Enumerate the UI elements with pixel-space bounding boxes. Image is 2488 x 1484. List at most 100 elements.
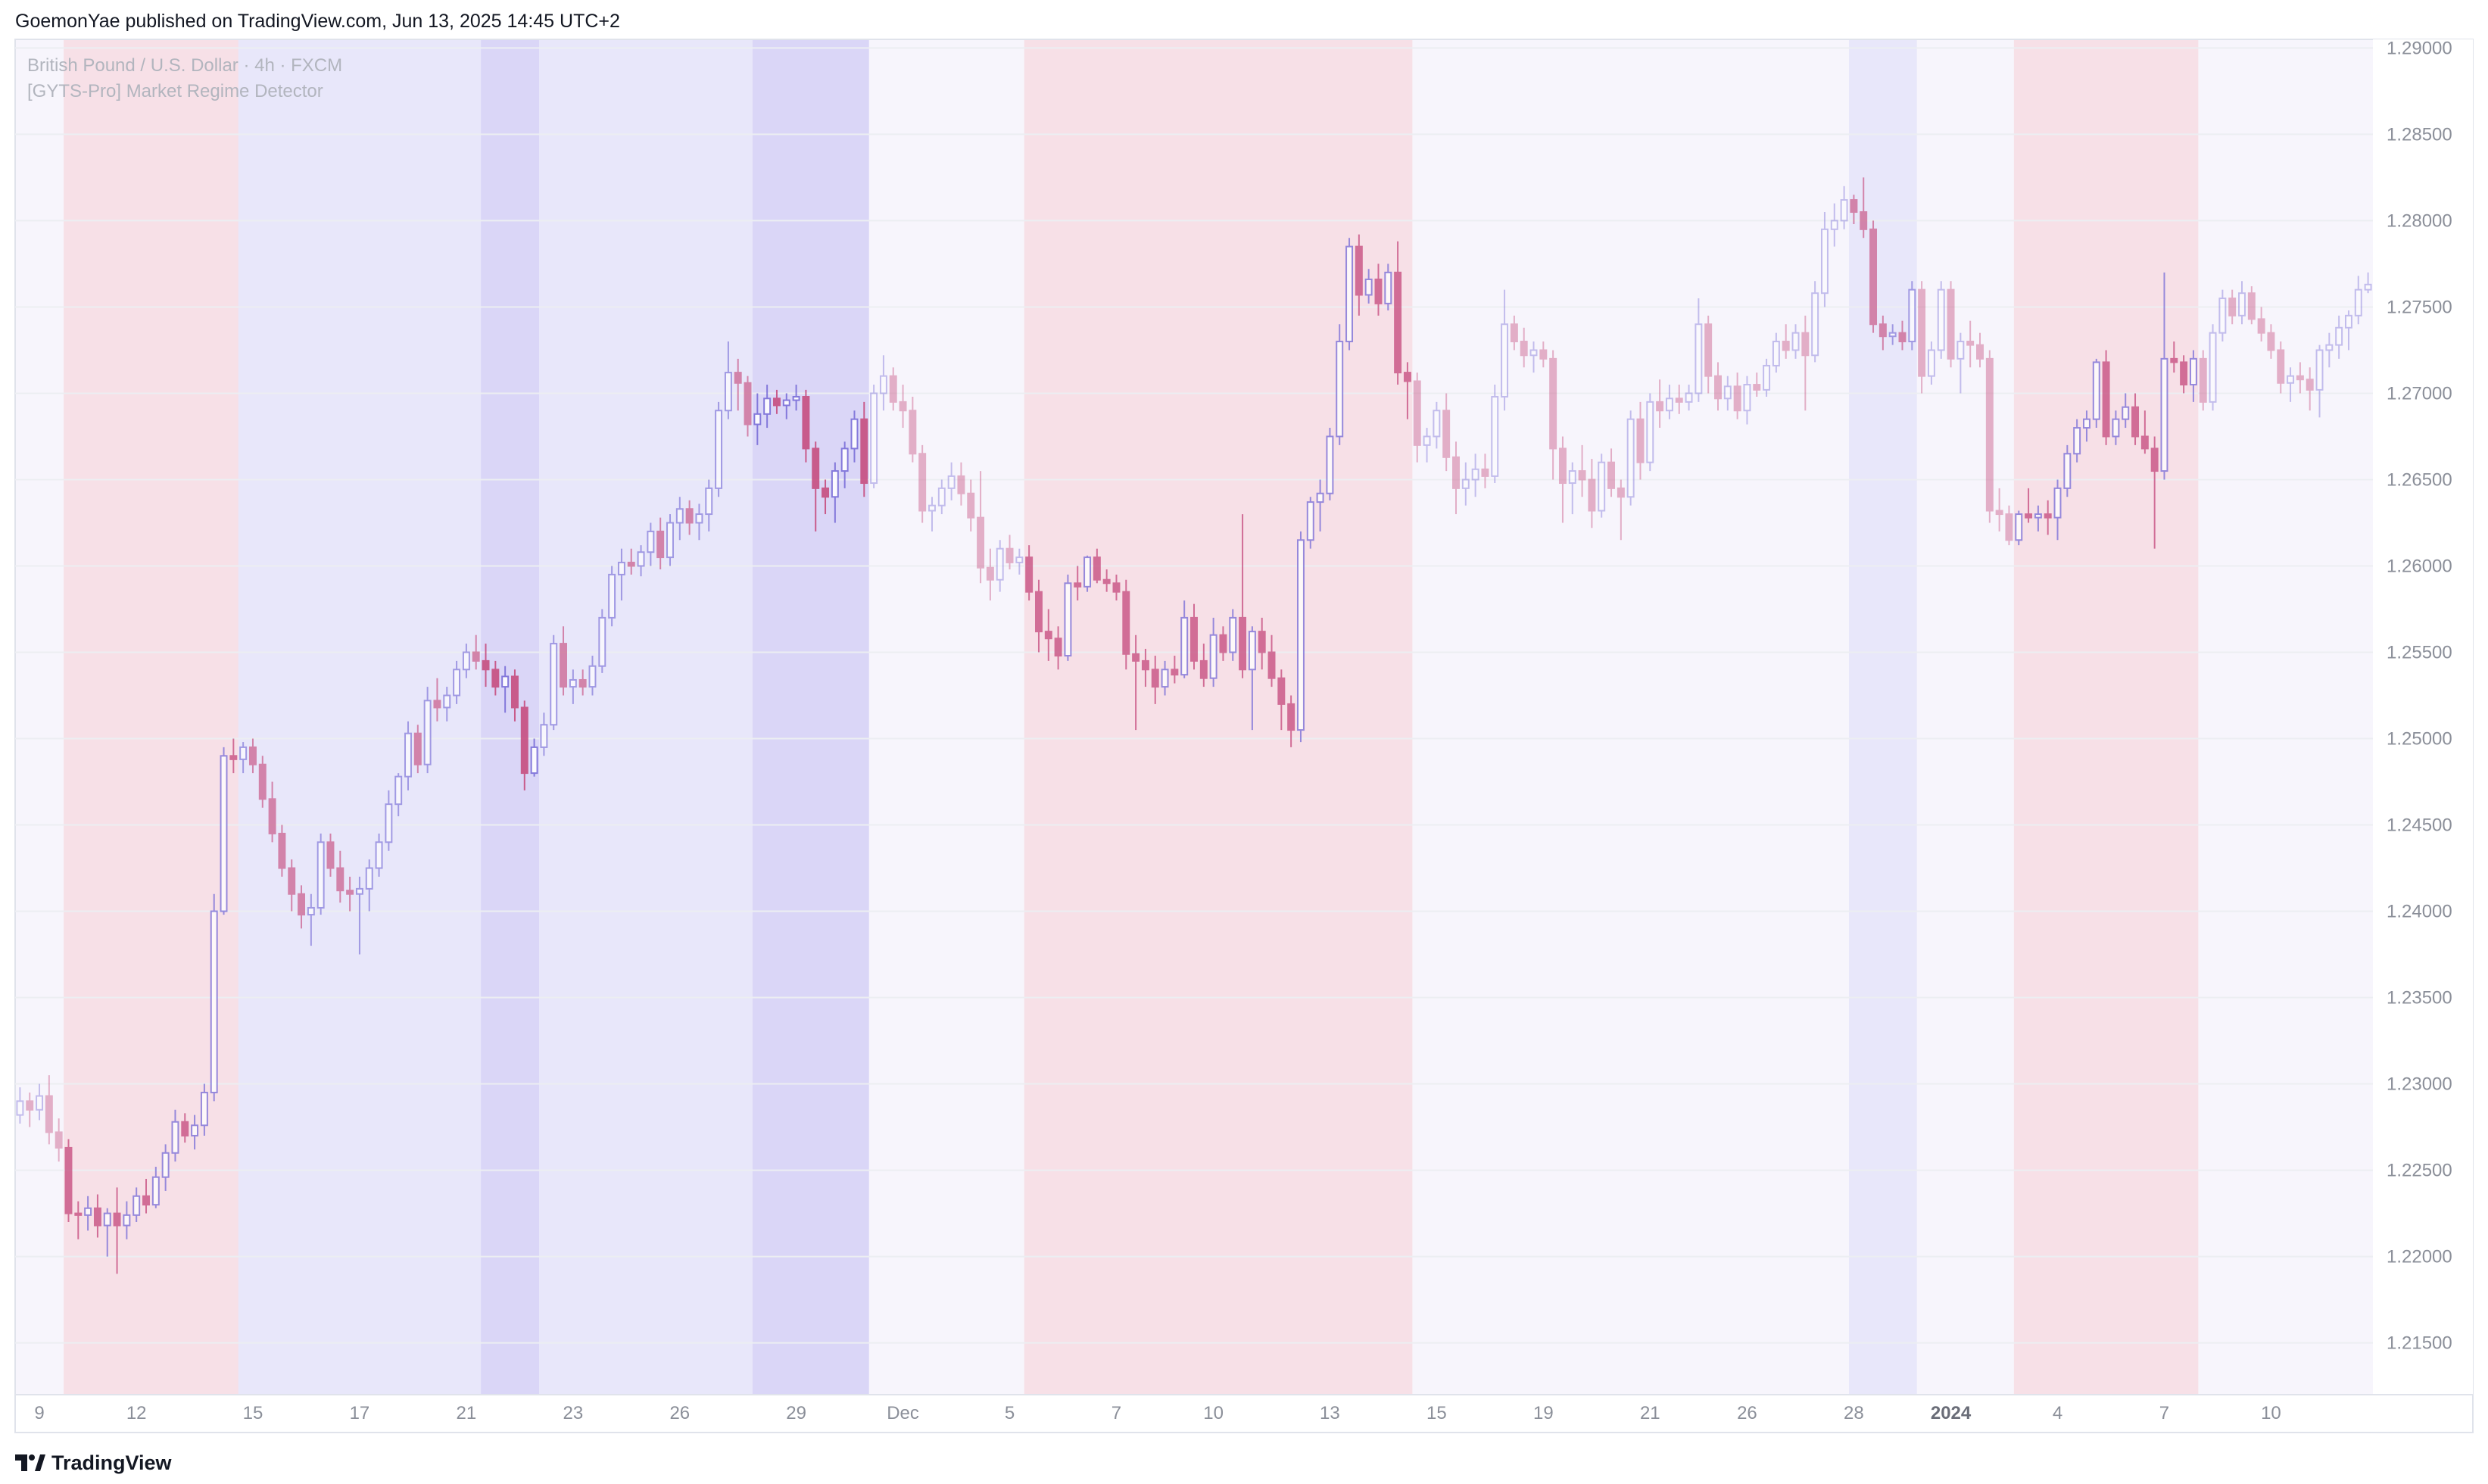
candle-body <box>2247 292 2256 320</box>
candle <box>2053 479 2062 541</box>
time-tick-label: 4 <box>2053 1403 2062 1423</box>
price-grid <box>15 47 2373 1344</box>
candle-body <box>1316 492 1324 504</box>
candle-body <box>142 1195 150 1206</box>
candle-body <box>1044 631 1052 640</box>
candle <box>2015 510 2023 546</box>
candle-body <box>2015 513 2023 541</box>
candle <box>316 833 325 915</box>
candle-body <box>1850 199 1858 214</box>
candle <box>1491 385 1499 484</box>
candle <box>1277 669 1286 731</box>
candle-body <box>1345 245 1354 343</box>
candle <box>45 1075 53 1145</box>
candle <box>666 514 674 566</box>
candle-body <box>2092 361 2100 420</box>
candle-body <box>462 651 470 671</box>
brand-footer[interactable]: TradingView <box>15 1448 172 1478</box>
candle <box>870 385 878 488</box>
candle-body <box>2073 427 2081 455</box>
candle <box>1878 315 1887 351</box>
candle-body <box>443 694 451 709</box>
time-tick-label: 19 <box>1533 1403 1554 1423</box>
candle <box>1209 617 1217 687</box>
candle-body <box>1753 384 1761 391</box>
candle-body <box>26 1100 34 1111</box>
price-axis[interactable]: 1.29000 1.28500 1.28000 1.27500 1.27000 1.265… <box>2387 38 2452 1353</box>
candle-body <box>1947 288 1955 360</box>
candle-body <box>1394 271 1402 374</box>
candle <box>1927 341 1935 385</box>
candle <box>928 497 936 532</box>
candle-body <box>1093 556 1101 581</box>
candle <box>627 548 635 575</box>
candle-body <box>1433 410 1441 438</box>
regime-band-trend-down <box>1024 39 1413 1395</box>
candle-body <box>423 700 432 765</box>
candle-body <box>2131 406 2140 438</box>
candle-body <box>996 547 1004 581</box>
time-tick-label: 15 <box>243 1403 263 1423</box>
candle-body <box>55 1131 63 1149</box>
candle <box>453 660 461 704</box>
candle-body <box>2306 379 2314 391</box>
candle-body <box>2218 298 2227 334</box>
candle <box>1908 281 1916 351</box>
candle <box>1374 263 1383 316</box>
time-axis[interactable]: 9 12 15 17 21 23 26 29 Dec 5 7 10 13 15 19 21 26 28 2024 4 7… <box>34 1403 2281 1423</box>
time-tick-label: 10 <box>1203 1403 1224 1423</box>
candle <box>2102 350 2110 445</box>
candle-body <box>2044 513 2052 519</box>
candle-body <box>1656 401 1664 412</box>
candle <box>1830 203 1838 247</box>
candle <box>229 738 238 774</box>
candle <box>2287 367 2295 402</box>
time-tick-label: 26 <box>669 1403 690 1423</box>
candle-body <box>1102 578 1111 585</box>
candle <box>26 1092 34 1127</box>
candle <box>1966 320 1975 368</box>
candle-body <box>248 746 257 765</box>
candle-body <box>840 447 849 472</box>
candle <box>1461 462 1470 506</box>
candle-body <box>191 1124 199 1136</box>
candle-body <box>1626 418 1635 498</box>
regime-band-trend-down <box>2013 39 2199 1395</box>
candle-body <box>1219 634 1227 653</box>
candle-body <box>1481 468 1489 477</box>
candle <box>413 725 422 774</box>
candle-body <box>1461 479 1470 489</box>
candle-body <box>550 643 558 726</box>
candle-body <box>258 763 267 800</box>
time-tick-label: 10 <box>2261 1403 2281 1423</box>
time-tick-label: 28 <box>1844 1403 1864 1423</box>
indicator-name[interactable]: [GYTS-Pro] Market Regime Detector <box>27 81 323 101</box>
candle <box>385 790 393 851</box>
candle-body <box>200 1091 208 1127</box>
candle-body <box>705 487 713 516</box>
candle-body <box>510 675 519 709</box>
candle-body <box>1927 349 1935 377</box>
candle <box>298 885 306 929</box>
candle-body <box>472 651 480 662</box>
candle <box>1229 609 1237 661</box>
candle-body <box>1598 461 1606 512</box>
candle-body <box>355 887 363 895</box>
candle-body <box>1976 344 1984 360</box>
candle <box>889 367 897 411</box>
candlestick-series <box>16 177 2372 1274</box>
candle-body <box>1646 401 1654 463</box>
candle <box>1064 574 1072 661</box>
candle-body <box>161 1152 170 1178</box>
candle-body <box>1617 487 1625 498</box>
candle <box>1413 373 1421 463</box>
candle <box>598 609 606 673</box>
candle <box>326 833 335 877</box>
candle-body <box>2180 361 2188 386</box>
candle <box>1850 195 1858 224</box>
candle <box>2335 315 2343 359</box>
candle <box>1083 555 1092 592</box>
candle-body <box>326 841 335 869</box>
candle <box>433 678 441 722</box>
